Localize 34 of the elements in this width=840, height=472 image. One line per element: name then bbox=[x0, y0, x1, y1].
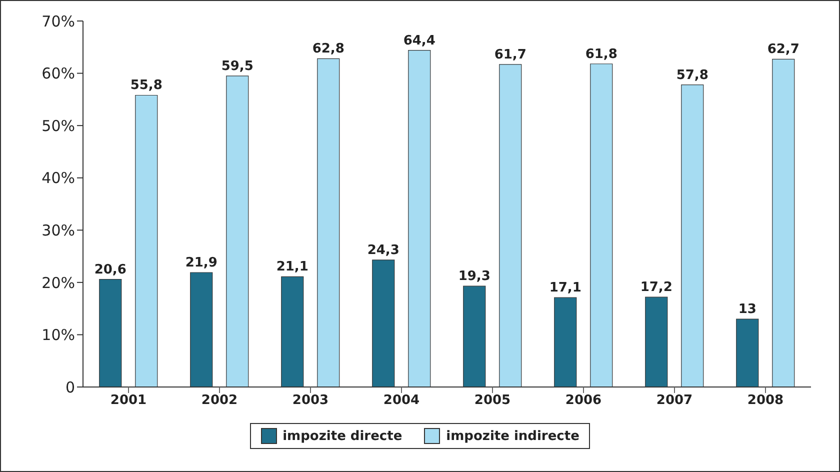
data-label: 17,1 bbox=[549, 280, 582, 296]
x-tick-label: 2005 bbox=[474, 393, 511, 408]
y-tick-label: 40% bbox=[42, 169, 75, 188]
data-label: 21,9 bbox=[185, 255, 218, 270]
data-label: 64,4 bbox=[403, 33, 436, 48]
data-label: 62,7 bbox=[767, 42, 800, 58]
x-tick-label: 2007 bbox=[656, 393, 693, 408]
data-label: 17,2 bbox=[640, 280, 672, 296]
y-tick-label: 70% bbox=[42, 12, 75, 30]
data-label: 55,8 bbox=[130, 78, 162, 94]
data-label: 20,6 bbox=[94, 262, 126, 278]
data-label: 61,8 bbox=[585, 46, 618, 62]
y-tick-label: 0 bbox=[65, 378, 75, 396]
legend-label: impozite directe bbox=[282, 428, 402, 444]
data-label: 59,5 bbox=[221, 58, 254, 74]
data-label: 13 bbox=[738, 302, 756, 318]
y-tick-label: 50% bbox=[42, 116, 75, 135]
x-tick-label: 2001 bbox=[110, 393, 147, 408]
y-tick-label: 10% bbox=[42, 326, 75, 344]
y-tick-label: 60% bbox=[42, 64, 75, 83]
x-tick-label: 2006 bbox=[565, 393, 602, 408]
x-tick-label: 2003 bbox=[292, 393, 329, 408]
data-label: 24,3 bbox=[367, 242, 400, 258]
y-tick-label: 30% bbox=[42, 221, 75, 240]
data-label: 61,7 bbox=[494, 47, 526, 62]
data-label: 62,8 bbox=[312, 42, 344, 57]
x-tick-label: 2004 bbox=[383, 393, 420, 408]
data-label: 19,3 bbox=[458, 269, 490, 284]
data-label: 57,8 bbox=[676, 68, 708, 83]
x-tick-label: 2002 bbox=[201, 393, 238, 408]
data-label: 21,1 bbox=[276, 260, 308, 275]
y-tick-label: 20% bbox=[42, 274, 75, 292]
legend-label: impozite indirecte bbox=[446, 428, 580, 444]
x-tick-label: 2008 bbox=[747, 393, 784, 408]
